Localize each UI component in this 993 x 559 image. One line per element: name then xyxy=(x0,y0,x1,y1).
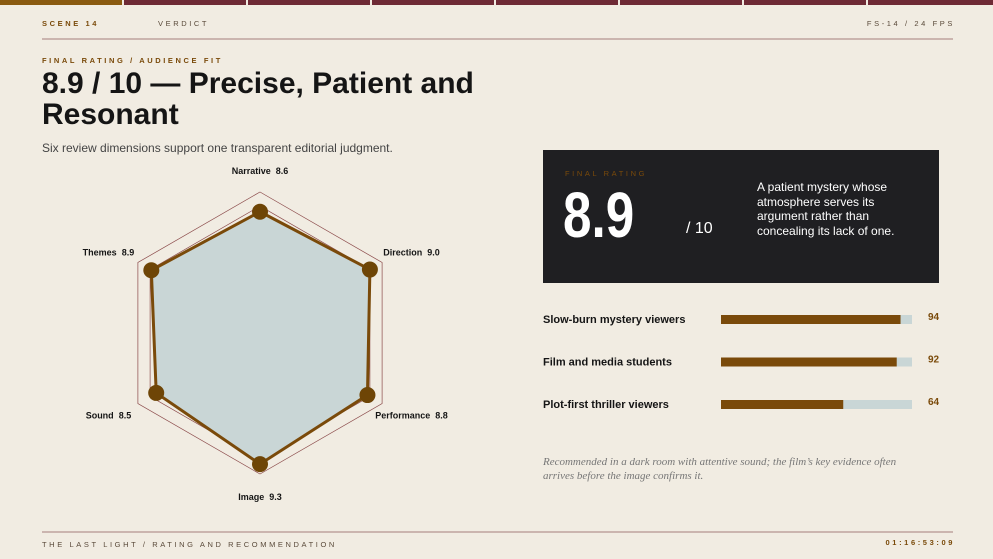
bar-label: Plot-first thriller viewers xyxy=(543,399,669,411)
scene: SCENE 14 xyxy=(42,19,100,28)
radar-point xyxy=(148,384,165,401)
radar-point xyxy=(359,387,376,404)
progress-active xyxy=(0,0,122,5)
frame: FS-14 / 24 FPS xyxy=(866,19,955,28)
category-label: Themes xyxy=(83,248,117,258)
radar-label: Sound 8.5 xyxy=(86,411,132,421)
footer-title: THE LAST LIGHT / RATING AND RECOMMENDATI… xyxy=(42,540,337,549)
rating-scale: / 10 xyxy=(686,220,713,237)
bar-value: 64 xyxy=(928,397,940,408)
category-label: Narrative xyxy=(232,166,271,176)
bar-label: Slow-burn mystery viewers xyxy=(543,314,685,326)
bar-value: 92 xyxy=(928,355,940,366)
category-label: Sound xyxy=(86,411,114,421)
radar-point xyxy=(252,203,268,220)
radar-label: Direction 9.0 xyxy=(383,248,440,258)
bar-value: 94 xyxy=(928,312,940,323)
subtitle: Six review dimensions support one transp… xyxy=(42,141,393,155)
bar xyxy=(721,315,901,324)
progress-segments xyxy=(124,0,993,5)
title: 8.9 / 10 — Precise, Patient and Resonant xyxy=(42,67,474,131)
value-label: 8.6 xyxy=(276,166,289,176)
value-label: 8.5 xyxy=(119,411,132,421)
rating-score: 8.9 xyxy=(563,179,635,251)
value-label: 8.9 xyxy=(122,248,135,258)
bar xyxy=(721,400,844,409)
category-label: Performance xyxy=(375,411,430,421)
category-label: Image xyxy=(238,492,264,502)
section: VERDICT xyxy=(158,19,210,28)
bar-label: Film and media students xyxy=(543,357,672,369)
radar-point xyxy=(252,456,268,473)
radar-label: Image 9.3 xyxy=(238,492,282,502)
value-label: 9.0 xyxy=(427,248,440,258)
radar-point xyxy=(361,261,378,278)
radar-label: Performance 8.8 xyxy=(375,411,448,421)
value-label: 8.8 xyxy=(435,411,448,421)
grid-ring xyxy=(137,191,383,475)
rating-label: FINAL RATING xyxy=(565,169,648,178)
note: Recommended in a dark room with attentiv… xyxy=(543,456,897,482)
radar-point xyxy=(143,262,160,279)
rating-card xyxy=(543,150,939,283)
timecode: 01:16:53:09 xyxy=(885,538,955,547)
kicker: FINAL RATING / AUDIENCE FIT xyxy=(42,56,223,65)
category-label: Direction xyxy=(383,248,422,258)
rating-text: A patient mystery whose atmosphere serve… xyxy=(757,180,895,238)
radar-label: Narrative 8.6 xyxy=(232,166,289,176)
bar xyxy=(721,357,897,367)
value-label: 9.3 xyxy=(269,492,282,502)
radar-label: Themes 8.9 xyxy=(83,248,135,258)
